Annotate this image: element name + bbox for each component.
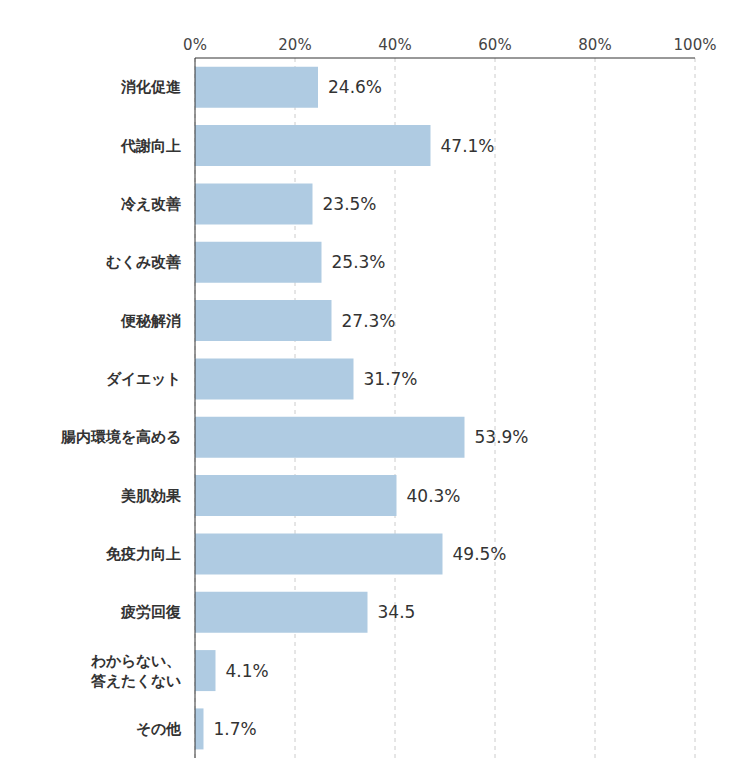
svg-text:4.1%: 4.1% [226,661,269,681]
svg-text:25.3%: 25.3% [332,252,386,272]
svg-text:24.6%: 24.6% [328,77,382,97]
svg-text:わからない、答えたくない: わからない、答えたくない [90,652,181,690]
svg-text:消化促進: 消化促進 [120,78,182,96]
svg-text:腸内環境を高める: 腸内環境を高める [60,428,181,446]
svg-text:ダイエット: ダイエット [106,370,181,388]
svg-text:その他: その他 [136,720,182,738]
svg-text:47.1%: 47.1% [441,136,495,156]
svg-text:23.5%: 23.5% [323,194,377,214]
svg-text:0%: 0% [183,36,207,54]
svg-text:80%: 80% [578,36,611,54]
svg-text:20%: 20% [278,36,311,54]
svg-text:60%: 60% [478,36,511,54]
svg-text:49.5%: 49.5% [453,544,507,564]
svg-text:代謝向上: 代謝向上 [120,137,181,155]
svg-text:27.3%: 27.3% [342,311,396,331]
svg-text:美肌効果: 美肌効果 [120,487,182,505]
svg-text:冷え改善: 冷え改善 [121,195,181,213]
svg-text:疲労回復: 疲労回復 [120,603,181,621]
svg-text:40%: 40% [378,36,411,54]
svg-text:100%: 100% [674,36,717,54]
svg-text:34.5: 34.5 [378,602,416,622]
svg-text:免疫力向上: 免疫力向上 [105,545,181,563]
svg-text:便秘解消: 便秘解消 [120,312,181,330]
svg-text:53.9%: 53.9% [475,427,529,447]
svg-text:40.3%: 40.3% [407,486,461,506]
svg-text:1.7%: 1.7% [214,719,257,739]
svg-text:むくみ改善: むくみ改善 [106,253,181,271]
svg-text:31.7%: 31.7% [364,369,418,389]
